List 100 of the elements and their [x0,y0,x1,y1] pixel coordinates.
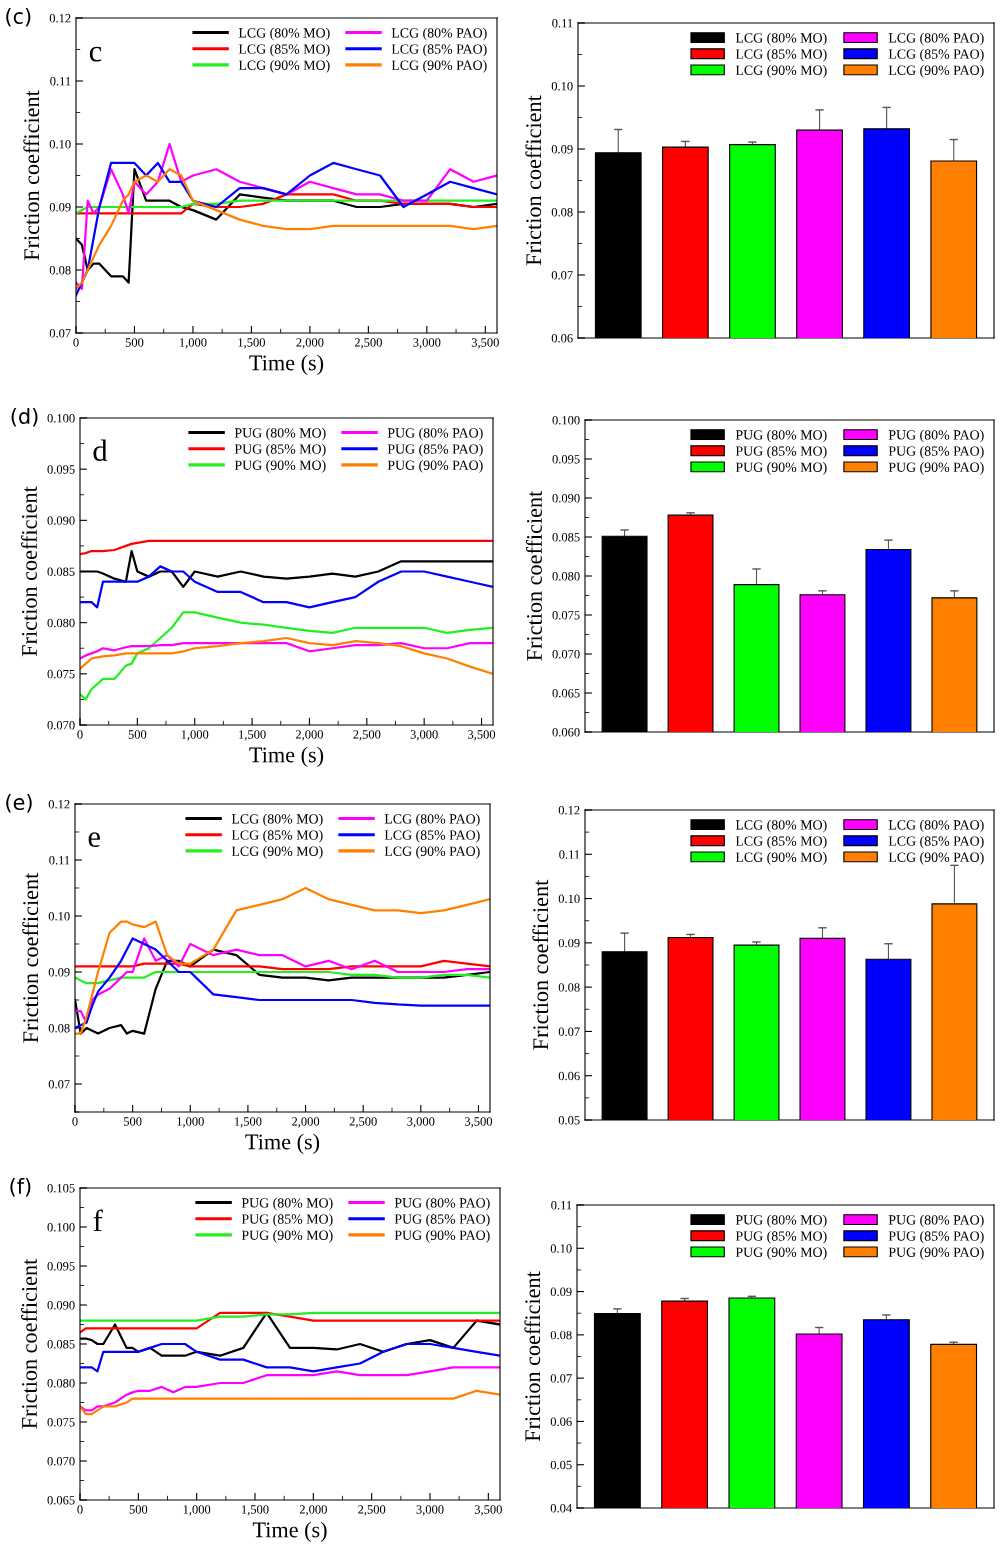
legend-label: PUG (90% MO) [735,462,827,475]
legend-label: LCG (80% PAO) [391,27,487,41]
y-tick-label: 0.065 [552,689,580,698]
legend-label: LCG (85% PAO) [384,829,480,843]
x-axis-title: Time (s) [245,1133,320,1154]
legend-label: PUG (85% MO) [735,1230,827,1244]
x-tick-label: 1,000 [179,338,207,349]
y-tick-label: 0.080 [552,572,580,581]
line-series [76,199,497,215]
y-tick-label: 0.090 [47,516,75,525]
y-tick-label: 0.07 [48,1080,70,1089]
y-tick-label: 0.05 [558,1116,580,1125]
x-axis-title: Time (s) [249,354,324,375]
legend-label: LCG (80% PAO) [888,32,984,46]
x-tick-label: 1,500 [234,1117,262,1128]
y-tick-label: 0.08 [550,1330,572,1340]
y-tick-label: 0.10 [550,1244,572,1253]
y-tick-label: 0.070 [552,650,580,659]
y-tick-label: 0.075 [47,669,75,679]
legend-label: LCG (85% PAO) [391,43,487,57]
legend-label: LCG (90% MO) [238,60,330,73]
y-tick-label: 0.09 [551,145,573,154]
y-tick-label: 0.075 [552,611,580,620]
legend-label: PUG (80% MO) [735,1214,827,1228]
legend-label: LCG (90% MO) [231,846,323,859]
y-tick-label: 0.090 [552,494,580,503]
x-tick-label: 1,000 [177,1117,204,1128]
legend-label: PUG (90% PAO) [394,1230,490,1243]
text: (c) [6,7,31,27]
y-tick-label: 0.09 [48,968,70,977]
y-tick-label: 0.06 [550,1417,572,1426]
line-series [80,642,493,660]
y-tick-label: 0.095 [47,465,75,474]
x-tick-label: 0 [73,338,79,347]
legend-label: PUG (80% MO) [241,1197,333,1211]
y-tick-label: 0.070 [47,721,75,730]
y-tick-label: 0.085 [552,533,580,542]
legend-label: PUG (85% PAO) [394,1213,490,1227]
x-tick-label: 2,000 [295,730,324,741]
line-series [80,1311,500,1322]
y-tick-label: 0.11 [50,77,71,86]
x-tick-label: 3,000 [413,338,441,349]
x-tick-label: 2,000 [299,1505,327,1516]
legend-label: PUG (90% MO) [241,1230,333,1243]
y-tick-label: 0.11 [559,850,580,859]
legend-label: PUG (85% MO) [241,1213,333,1227]
y-axis-title: Friction coefficient [532,879,549,1050]
x-tick-label: 2,500 [353,730,381,741]
x-tick-label: 1,500 [242,1505,269,1516]
legend-label: PUG (90% PAO) [888,462,984,475]
x-tick-label: 2,500 [349,1117,377,1128]
y-tick-label: 0.09 [558,938,580,948]
y-axis-title: Friction coefficient [525,95,542,266]
text: (f) [10,1177,31,1197]
y-tick-label: 0.10 [48,912,70,921]
legend-label: LCG (90% PAO) [888,852,984,865]
legend-label: PUG (85% MO) [735,445,827,459]
x-tick-label: 0 [72,1117,78,1126]
y-tick-label: 0.070 [47,1457,75,1466]
legend-label: LCG (90% PAO) [888,65,984,78]
y-tick-label: 0.12 [558,806,580,815]
y-tick-label: 0.09 [49,203,71,212]
y-tick-label: 0.095 [552,455,580,464]
legend-label: LCG (80% PAO) [384,813,480,827]
line-series [75,959,490,971]
x-tick-label: 2,000 [296,338,324,349]
y-tick-label: 0.100 [47,414,75,423]
x-axis-title: Time (s) [252,1521,327,1542]
y-tick-label: 0.085 [47,1340,75,1349]
y-tick-label: 0.06 [558,1071,580,1081]
x-tick-label: 3,000 [407,1117,435,1128]
legend-label: LCG (80% PAO) [888,819,984,833]
y-tick-label: 0.09 [550,1287,572,1297]
legend-label: PUG (90% MO) [234,460,326,473]
y-tick-label: 0.04 [550,1504,572,1513]
x-tick-label: 3,000 [410,730,438,741]
x-axis-title: Time (s) [249,746,324,767]
legend-label: PUG (80% PAO) [888,1214,984,1228]
annotation: c [89,46,102,62]
legend-label: LCG (90% MO) [735,852,827,865]
line-series [75,886,490,1035]
y-tick-label: 0.07 [550,1374,572,1383]
y-tick-label: 0.11 [49,856,70,865]
x-tick-label: 0 [77,1505,83,1514]
x-tick-label: 0 [77,730,83,739]
x-tick-label: 500 [123,1117,142,1126]
legend-label: PUG (80% PAO) [387,427,483,441]
legend-label: LCG (80% MO) [238,27,330,41]
legend-label: PUG (80% PAO) [394,1197,490,1211]
x-tick-label: 2,000 [292,1117,320,1128]
y-tick-label: 0.08 [551,208,573,217]
legend-label: PUG (80% MO) [735,429,827,443]
legend-label: LCG (85% MO) [231,829,323,843]
x-tick-label: 1,500 [239,730,266,741]
y-tick-label: 0.05 [550,1460,572,1470]
x-tick-label: 2,500 [354,338,382,349]
legend-label: PUG (80% MO) [234,427,326,441]
text: (d) [11,407,38,427]
y-tick-label: 0.10 [49,140,71,149]
line-series [80,1389,500,1416]
